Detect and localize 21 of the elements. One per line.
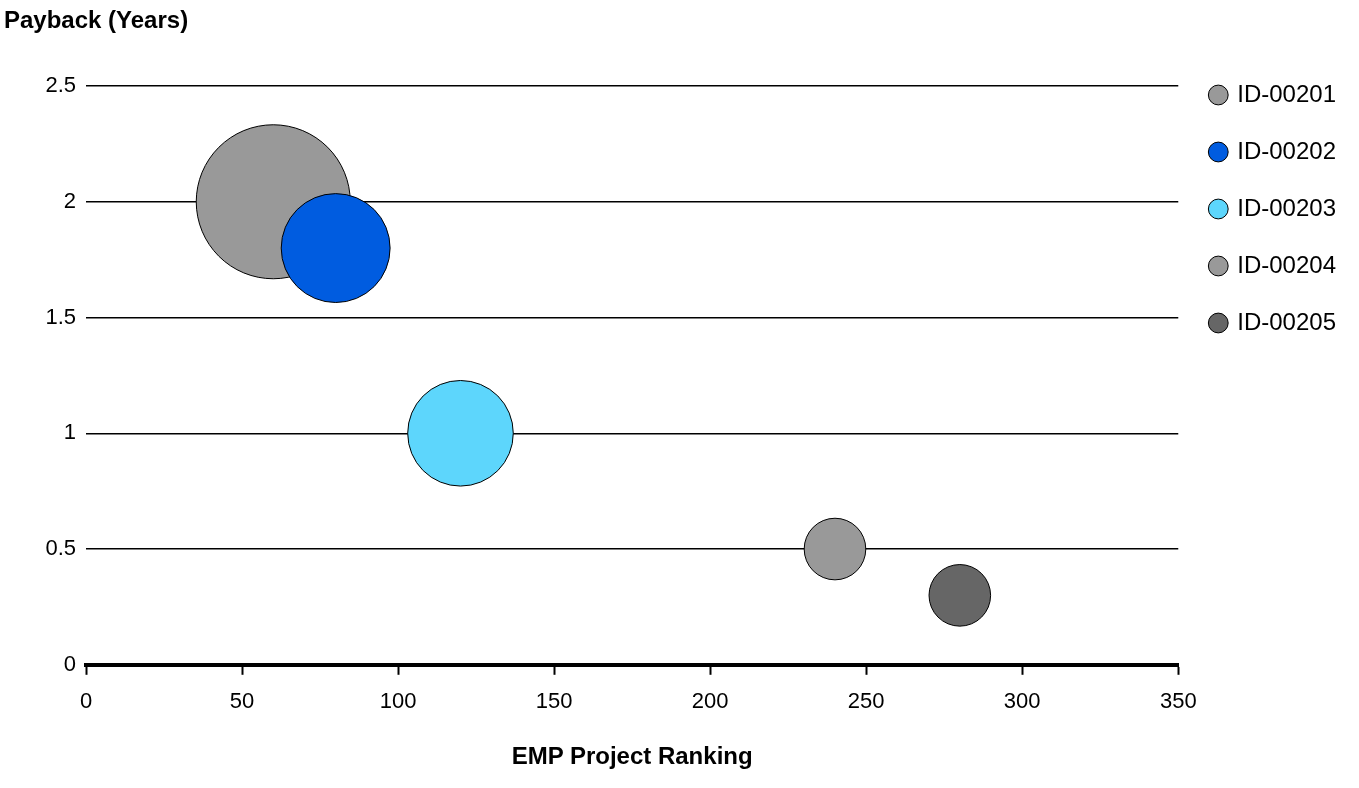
x-tick-label: 200 — [691, 688, 729, 714]
x-tick-label: 0 — [79, 688, 93, 714]
x-tick-label: 50 — [229, 688, 255, 714]
x-tick-label: 100 — [379, 688, 417, 714]
y-tick-label: 2 — [63, 187, 76, 213]
y-tick-label: 2.5 — [45, 72, 76, 98]
x-tick-label: 150 — [535, 688, 573, 714]
legend-label: ID-00202 — [1237, 136, 1336, 164]
y-tick-label: 1 — [63, 419, 76, 445]
x-tick-label: 350 — [1159, 688, 1197, 714]
y-tick-label: 1.5 — [45, 303, 76, 329]
x-axis-title: EMP Project Ranking — [511, 742, 753, 770]
y-tick-label: 0.5 — [45, 535, 76, 561]
legend-label: ID-00204 — [1237, 250, 1336, 278]
x-tick-label: 250 — [847, 688, 885, 714]
legend-label: ID-00203 — [1237, 193, 1336, 221]
legend-label: ID-00201 — [1237, 79, 1336, 107]
y-tick-label: 0 — [63, 650, 76, 676]
y-axis-title: Payback (Years) — [4, 6, 189, 34]
x-tick-label: 300 — [1003, 688, 1041, 714]
legend-label: ID-00205 — [1237, 307, 1336, 335]
